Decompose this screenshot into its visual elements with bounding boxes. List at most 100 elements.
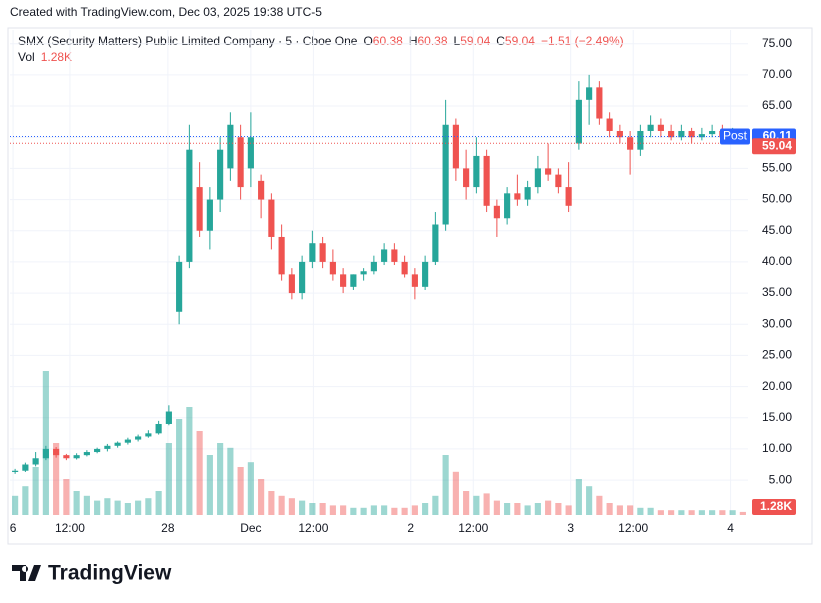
y-tick-label: 50.00 bbox=[762, 192, 792, 206]
candle-body bbox=[688, 130, 695, 138]
candle-body bbox=[432, 224, 439, 262]
candle-body bbox=[555, 174, 562, 188]
post-label: Post bbox=[723, 129, 748, 143]
open-value: 60.38 bbox=[373, 34, 403, 48]
close-label: C bbox=[496, 34, 505, 48]
candle-body bbox=[504, 193, 511, 219]
volume-bar bbox=[432, 495, 439, 515]
y-tick-label: 70.00 bbox=[762, 67, 792, 81]
candle-body bbox=[42, 448, 49, 459]
x-tick-label: 12:00 bbox=[618, 521, 648, 535]
volume-value: 1.28K bbox=[41, 50, 72, 64]
brand-name: TradingView bbox=[48, 562, 172, 585]
x-tick-label: 3 bbox=[567, 521, 574, 535]
candle-body bbox=[452, 124, 459, 169]
volume-bar bbox=[176, 419, 183, 515]
candle-body bbox=[647, 124, 654, 131]
y-tick-label: 20.00 bbox=[762, 379, 792, 393]
change-value: −1.51 (−2.49%) bbox=[541, 34, 624, 48]
volume-bar bbox=[227, 447, 234, 515]
candle-body bbox=[616, 130, 623, 138]
candle-body bbox=[606, 118, 613, 131]
candle-body bbox=[596, 87, 603, 119]
candle-body bbox=[63, 455, 70, 459]
volume-bar bbox=[278, 495, 285, 515]
volume-bar bbox=[534, 503, 541, 515]
candle-body bbox=[678, 130, 685, 138]
volume-bar bbox=[606, 503, 613, 515]
volume-bar bbox=[94, 500, 101, 515]
volume-bar bbox=[668, 510, 675, 515]
open-label: O bbox=[363, 34, 372, 48]
candle-body bbox=[350, 274, 357, 287]
candle-body bbox=[32, 458, 39, 465]
candle-body bbox=[83, 452, 90, 456]
volume-bar bbox=[709, 510, 716, 515]
volume-bar bbox=[165, 443, 172, 515]
candle-body bbox=[104, 445, 111, 449]
y-tick-label: 5.00 bbox=[769, 472, 793, 486]
volume-bar bbox=[319, 503, 326, 515]
created-note: Created with TradingView.com, Dec 03, 20… bbox=[10, 5, 322, 19]
volume-bar bbox=[514, 503, 521, 515]
candle-body bbox=[319, 243, 326, 262]
candle-body bbox=[309, 243, 316, 262]
volume-bar bbox=[688, 510, 695, 515]
y-tick-label: 15.00 bbox=[762, 410, 792, 424]
candle-body bbox=[586, 87, 593, 100]
volume-bar bbox=[555, 503, 562, 515]
volume-bar bbox=[247, 462, 254, 515]
volume-bar bbox=[698, 510, 705, 515]
candle-body bbox=[657, 124, 664, 131]
volume-bar bbox=[647, 507, 654, 515]
x-tick-label: 4 bbox=[727, 521, 734, 535]
volume-bar bbox=[442, 455, 449, 515]
volume-bar bbox=[422, 503, 429, 515]
grid bbox=[10, 30, 748, 515]
candle-body bbox=[483, 155, 490, 206]
close-value: 59.04 bbox=[505, 34, 535, 48]
volume-bar bbox=[186, 407, 193, 515]
volume-bar bbox=[155, 491, 162, 515]
volume-bar bbox=[206, 455, 213, 515]
candle-body bbox=[217, 149, 224, 200]
volume-bar bbox=[452, 471, 459, 515]
volume-bar bbox=[596, 495, 603, 515]
y-tick-label: 75.00 bbox=[762, 36, 792, 50]
candle-body bbox=[668, 130, 675, 138]
volume-bar bbox=[463, 491, 470, 515]
candle-body bbox=[575, 99, 582, 144]
candle-body bbox=[278, 236, 285, 275]
candle-body bbox=[53, 448, 60, 456]
volume-bar bbox=[268, 491, 275, 515]
volume-bar bbox=[493, 500, 500, 515]
volume-bar bbox=[729, 510, 736, 515]
candle-body bbox=[165, 411, 172, 424]
y-tick-label: 40.00 bbox=[762, 254, 792, 268]
candle-body bbox=[565, 187, 572, 206]
volume-bar bbox=[350, 507, 357, 515]
x-tick-label: 28 bbox=[161, 521, 175, 535]
volume-bar bbox=[12, 495, 19, 515]
candle-body bbox=[299, 261, 306, 294]
candle-body bbox=[135, 436, 142, 440]
y-tick-label: 65.00 bbox=[762, 98, 792, 112]
volume-bar bbox=[53, 443, 60, 515]
low-value: 59.04 bbox=[460, 34, 490, 48]
candle-body bbox=[524, 187, 531, 200]
candle-body bbox=[237, 137, 244, 188]
candle-body bbox=[186, 149, 193, 262]
volume-bar bbox=[360, 507, 367, 515]
brand-logo: TradingView bbox=[12, 562, 172, 585]
candle-body bbox=[370, 261, 377, 272]
y-tick-label: 25.00 bbox=[762, 348, 792, 362]
volume-bar bbox=[739, 511, 746, 515]
candle-body bbox=[442, 124, 449, 225]
high-value: 60.38 bbox=[418, 34, 448, 48]
y-tick-label: 55.00 bbox=[762, 161, 792, 175]
volume-bar bbox=[411, 505, 418, 515]
candle-body bbox=[360, 271, 367, 275]
y-tick-label: 30.00 bbox=[762, 316, 792, 330]
y-tick-label: 45.00 bbox=[762, 223, 792, 237]
